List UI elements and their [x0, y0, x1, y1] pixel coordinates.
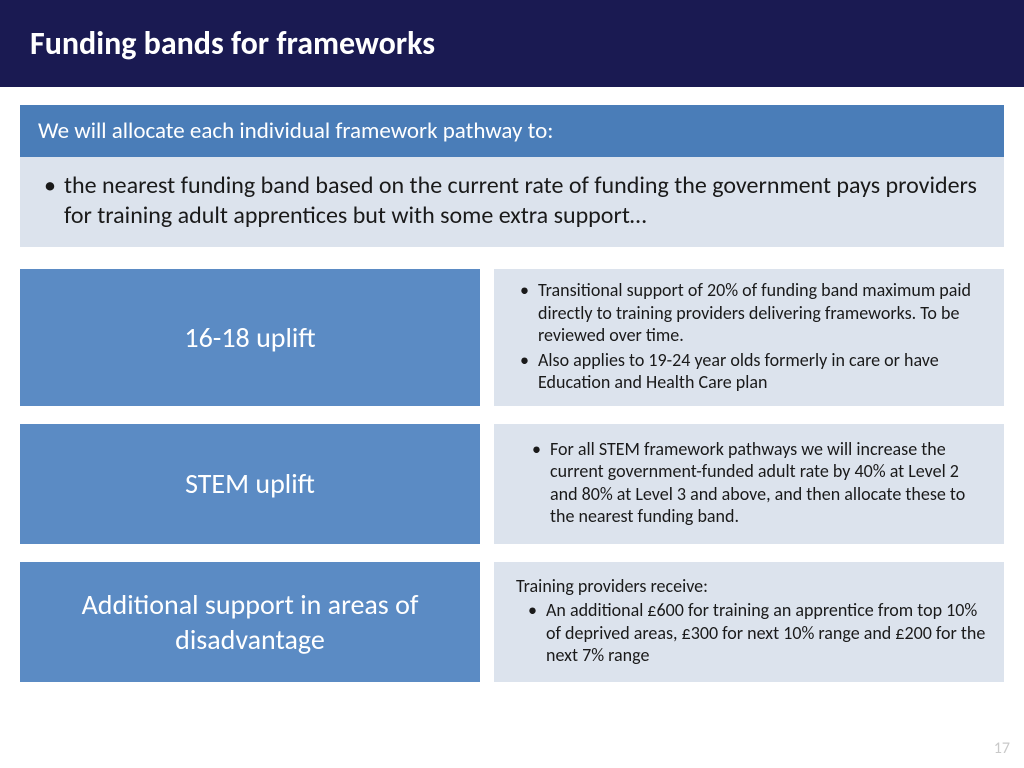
row-label: STEM uplift [20, 424, 480, 544]
row-body: Training providers receive: An additiona… [494, 562, 1004, 682]
intro-body: the nearest funding band based on the cu… [20, 157, 1004, 247]
row-bullet: An additional £600 for training an appre… [516, 599, 986, 667]
row-uplift-16-18: 16-18 uplift Transitional support of 20%… [20, 269, 1004, 406]
page-number: 17 [994, 739, 1010, 758]
row-label: Additional support in areas of disadvant… [20, 562, 480, 682]
row-label: 16-18 uplift [20, 269, 480, 406]
row-disadvantage-support: Additional support in areas of disadvant… [20, 562, 1004, 682]
row-bullet: For all STEM framework pathways we will … [516, 438, 986, 528]
intro-bullet: the nearest funding band based on the cu… [40, 171, 984, 231]
row-bullet: Also applies to 19-24 year olds formerly… [516, 349, 986, 394]
intro-block: We will allocate each individual framewo… [20, 105, 1004, 247]
slide-content: We will allocate each individual framewo… [0, 87, 1024, 682]
row-lead-text: Training providers receive: [516, 575, 986, 598]
intro-heading: We will allocate each individual framewo… [20, 105, 1004, 157]
row-body: For all STEM framework pathways we will … [494, 424, 1004, 544]
row-body: Transitional support of 20% of funding b… [494, 269, 1004, 406]
slide-title: Funding bands for frameworks [30, 24, 435, 63]
row-bullet: Transitional support of 20% of funding b… [516, 279, 986, 347]
slide-header: Funding bands for frameworks [0, 0, 1024, 87]
row-stem-uplift: STEM uplift For all STEM framework pathw… [20, 424, 1004, 544]
